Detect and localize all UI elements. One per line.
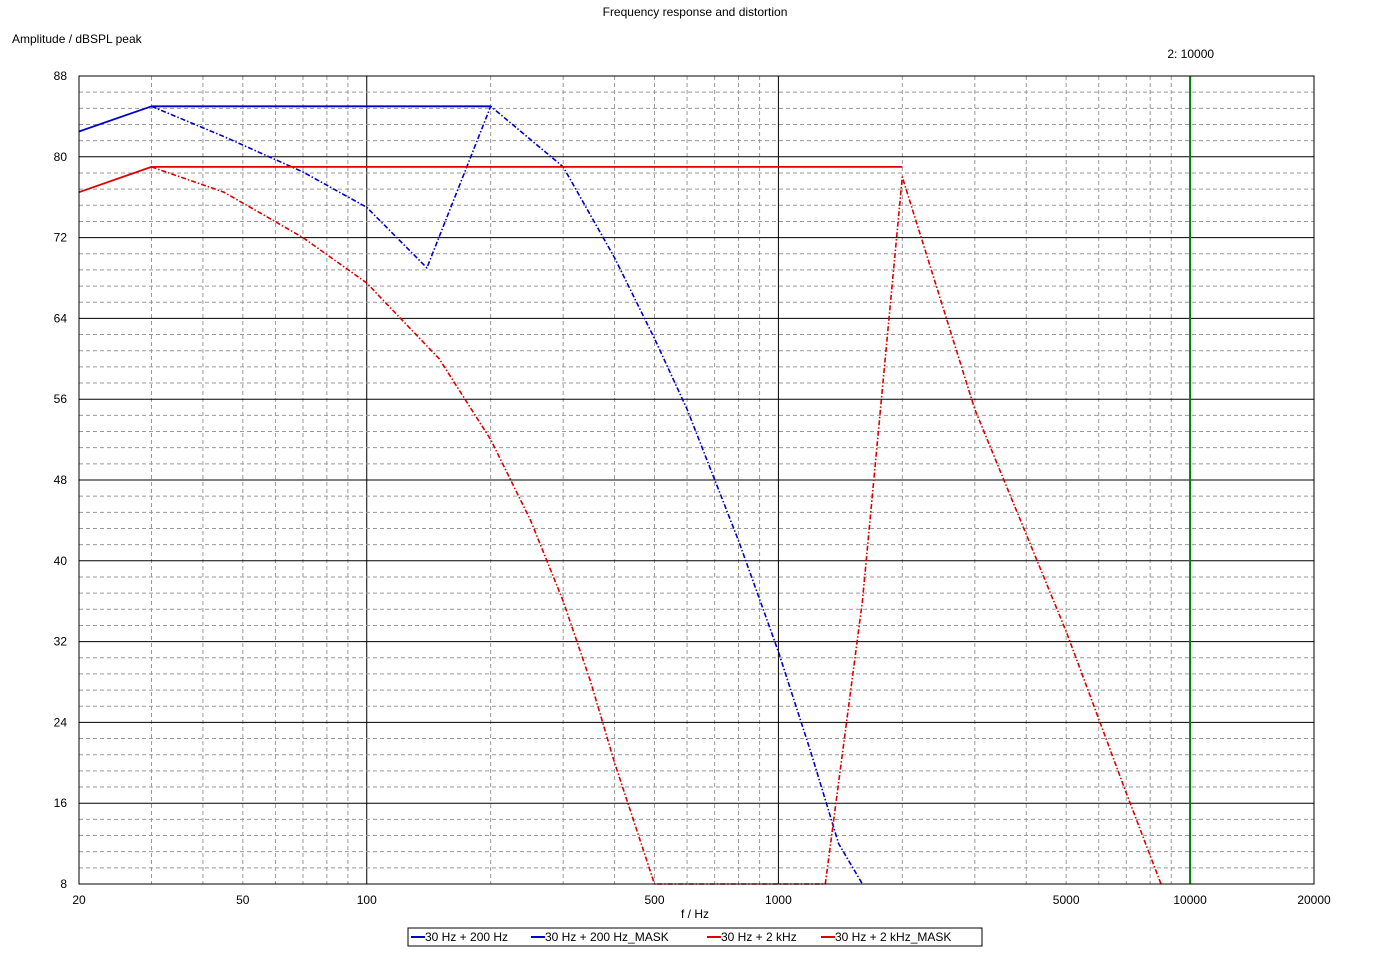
y-tick-label: 80 <box>54 150 68 164</box>
y-tick-label: 40 <box>54 554 68 568</box>
y-axis-title: Amplitude / dBSPL peak <box>12 32 143 46</box>
cursor: 2: 10000 <box>1167 47 1214 884</box>
x-tick-label: 50 <box>236 893 250 907</box>
x-tick-label: 5000 <box>1053 893 1080 907</box>
legend-label: 30 Hz + 2 kHz <box>721 930 797 944</box>
x-tick-label: 20000 <box>1297 893 1331 907</box>
y-tick-label: 64 <box>54 311 68 325</box>
legend-box <box>407 927 983 947</box>
y-tick-label: 56 <box>54 392 68 406</box>
tick-labels: 20 50 100 500 1000 5000 10000 20000 88 80 72 64 56 48… <box>54 69 1331 907</box>
legend-label: 30 Hz + 200 Hz <box>425 930 508 944</box>
x-tick-label: 10000 <box>1173 893 1207 907</box>
x-tick-label: 500 <box>644 893 664 907</box>
y-tick-label: 88 <box>54 69 68 83</box>
y-tick-label: 24 <box>54 715 68 729</box>
series-lines <box>78 105 1162 885</box>
x-tick-label: 1000 <box>765 893 792 907</box>
x-axis-title: f / Hz <box>681 907 709 921</box>
y-tick-label: 48 <box>54 473 68 487</box>
x-tick-label: 20 <box>72 893 86 907</box>
plot-frame <box>78 75 1315 885</box>
y-tick-label: 72 <box>54 231 68 245</box>
legend-label: 30 Hz + 2 kHz_MASK <box>835 930 951 944</box>
legend-label: 30 Hz + 200 Hz_MASK <box>545 930 669 944</box>
legend: 30 Hz + 200 Hz 30 Hz + 200 Hz_MASK 30 Hz +… <box>407 927 983 947</box>
series-line-4 <box>151 166 1162 885</box>
chart-title: Frequency response and distortion <box>603 5 788 19</box>
grid <box>79 76 1314 884</box>
y-tick-label: 16 <box>54 796 68 810</box>
series-line-2 <box>151 105 864 885</box>
y-tick-label: 32 <box>54 635 68 649</box>
x-tick-label: 100 <box>357 893 377 907</box>
y-tick-label: 8 <box>60 877 67 891</box>
cursor-label: 2: 10000 <box>1167 47 1214 61</box>
